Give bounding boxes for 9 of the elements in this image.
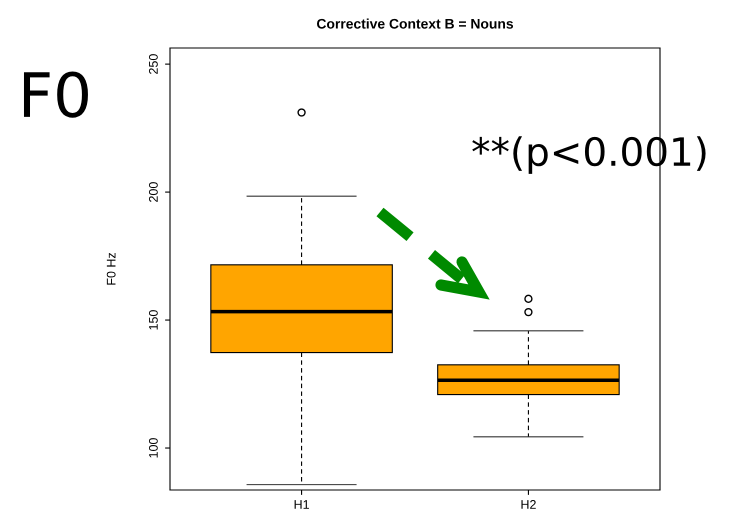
chart-title: Corrective Context B = Nouns: [316, 18, 514, 29]
y-axis-title: F0 Hz: [106, 252, 116, 285]
y-tick-label: 200: [148, 182, 158, 202]
y-tick-label: 150: [148, 310, 158, 330]
x-tick-label: H2: [521, 500, 536, 509]
x-tick-label: H1: [294, 500, 309, 509]
y-tick-label: 100: [148, 438, 158, 458]
text: F0: [24, 72, 88, 118]
y-tick-label: 250: [148, 54, 158, 74]
